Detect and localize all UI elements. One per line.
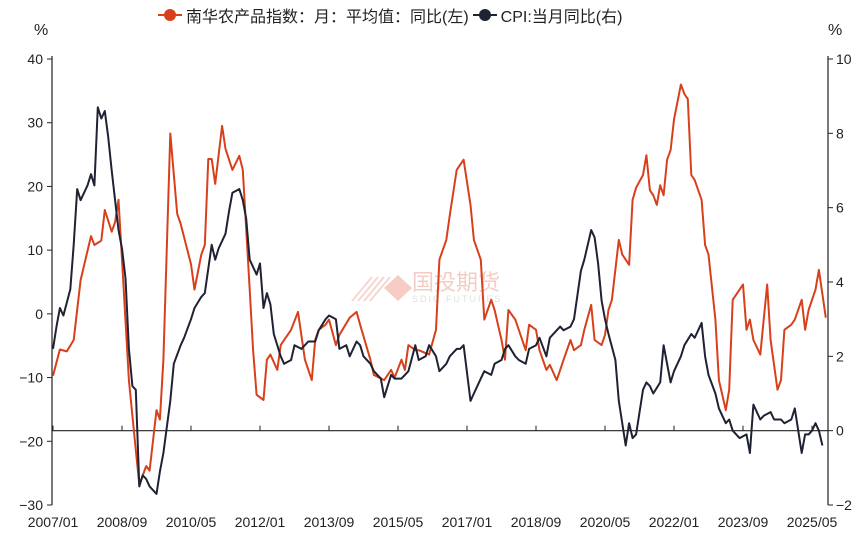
- chart-legend: 南华农产品指数：月：平均值：同比(左) CPI:当月同比(右): [158, 3, 626, 27]
- x-tick-label: 2013/09: [304, 514, 355, 530]
- right-y-tick-label: 0: [836, 423, 844, 439]
- left-y-tick-label: −10: [19, 370, 43, 386]
- right-y-tick-label: 6: [836, 200, 844, 216]
- right-axis-unit: %: [828, 22, 843, 39]
- red-line-marker-icon: [158, 9, 182, 21]
- x-tick-label: 2023/09: [718, 514, 769, 530]
- dark-line-marker-icon: [472, 9, 497, 21]
- left-y-tick-label: 30: [27, 115, 43, 131]
- watermark-subtext: SDIC FUTURES: [412, 294, 503, 304]
- nanhua-agri-line: [52, 83, 827, 486]
- right-y-tick-label: 4: [836, 274, 844, 290]
- right-y-tick-label: 8: [836, 125, 844, 141]
- cpi-line: [52, 106, 824, 495]
- legend-label-nanhua-agri: 南华农产品指数：月：平均值：同比(左): [186, 9, 469, 26]
- x-tick-label: 2017/01: [442, 514, 493, 530]
- legend-label-cpi: CPI:当月同比(右): [500, 9, 623, 26]
- x-tick-label: 2015/05: [373, 514, 424, 530]
- left-y-tick-label: −30: [19, 497, 43, 513]
- x-tick-label: 2012/01: [235, 514, 286, 530]
- left-axis-unit: %: [34, 22, 49, 39]
- x-tick-label: 2018/09: [511, 514, 562, 530]
- x-tick-label: 2007/01: [28, 514, 79, 530]
- watermark-logo: 国投期货 SDIC FUTURES: [350, 272, 503, 304]
- legend-item-nanhua-agri[interactable]: 南华农产品指数：月：平均值：同比(左): [158, 3, 469, 27]
- x-tick-label: 2008/09: [97, 514, 148, 530]
- left-y-tick-label: 0: [35, 306, 43, 322]
- legend-item-cpi[interactable]: CPI:当月同比(右): [472, 3, 623, 27]
- right-y-tick-label: 2: [836, 348, 844, 364]
- watermark-stripes-icon: [351, 275, 412, 302]
- left-y-tick-label: 20: [27, 178, 43, 194]
- left-y-tick-label: 40: [27, 51, 43, 67]
- x-tick-label: 2022/01: [649, 514, 700, 530]
- x-tick-label: 2020/05: [580, 514, 631, 530]
- right-y-tick-label: −2: [836, 497, 852, 513]
- left-y-tick-label: −20: [19, 433, 43, 449]
- right-y-tick-label: 10: [836, 51, 852, 67]
- watermark-text: 国投期货: [412, 270, 501, 295]
- x-tick-label: 2010/05: [166, 514, 217, 530]
- left-y-tick-label: 10: [27, 242, 43, 258]
- x-tick-label: 2025/05: [787, 514, 838, 530]
